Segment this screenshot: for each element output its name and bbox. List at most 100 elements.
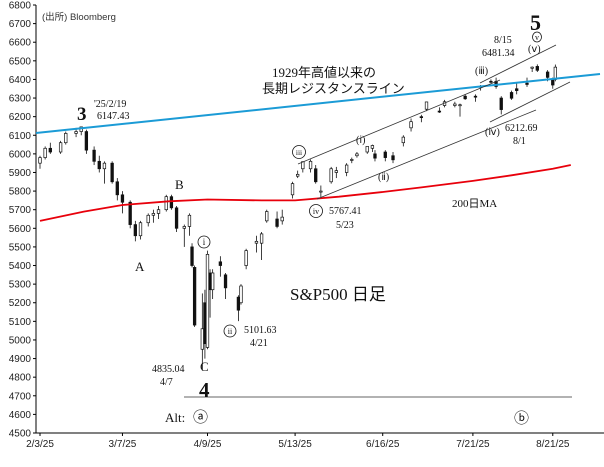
candle — [463, 94, 467, 100]
candle — [190, 243, 194, 268]
source-label: (出所) Bloomberg — [42, 11, 116, 23]
candle — [373, 150, 377, 162]
candle-body — [200, 328, 204, 350]
channel-upper-1 — [297, 79, 501, 165]
candle-body — [314, 168, 318, 183]
x-tick-label: 6/16/25 — [366, 439, 400, 450]
candle — [329, 166, 333, 184]
candle-body — [365, 146, 369, 153]
candle — [419, 114, 424, 123]
candle-body — [48, 147, 52, 153]
subwave-i-label: (ⅰ) — [356, 135, 365, 146]
candle — [275, 211, 279, 229]
candle-body — [156, 209, 161, 214]
wave-iv-date: 5/23 — [336, 220, 354, 231]
subwave-iii-label: (ⅲ) — [475, 66, 488, 77]
candle-body — [499, 97, 503, 110]
candle-body — [205, 254, 210, 348]
candle-body — [110, 162, 114, 183]
candle-body — [344, 164, 349, 173]
candle-body — [383, 151, 387, 158]
resistance-line — [35, 73, 601, 134]
y-tick-label: 5700 — [9, 205, 32, 216]
y-tick-label: 6700 — [9, 19, 32, 30]
candle-body — [409, 121, 413, 129]
candle — [489, 79, 493, 84]
candle — [509, 90, 514, 100]
candle-body — [169, 196, 174, 209]
candle-body — [551, 79, 555, 86]
wave-a-label: A — [135, 259, 145, 274]
candle-body — [174, 207, 179, 229]
candle — [205, 250, 210, 350]
wave-ii-value: 5101.63 — [244, 325, 277, 336]
resistance-label-1: 1929年高値以来の — [272, 65, 376, 80]
candle — [133, 220, 137, 242]
candle-body — [97, 160, 101, 170]
candle-body — [244, 250, 248, 266]
candle — [458, 103, 462, 117]
candle-body — [509, 92, 514, 99]
candle-body — [370, 145, 375, 149]
wave-i-label: i — [203, 237, 206, 247]
alt-b-label: ⓑ — [514, 410, 529, 427]
candle — [494, 77, 498, 89]
candle — [334, 166, 338, 179]
y-tick-label: 6000 — [9, 149, 32, 160]
channel-upper-2 — [479, 44, 557, 84]
candle-body — [530, 66, 534, 69]
wave-iv-value: 5767.41 — [329, 206, 362, 217]
candle — [174, 205, 179, 233]
candle — [210, 269, 215, 300]
y-tick-label: 5300 — [9, 280, 32, 291]
candle — [365, 146, 369, 154]
candle-body — [275, 218, 279, 227]
candle — [102, 161, 107, 184]
candle — [515, 83, 519, 95]
candle — [169, 194, 174, 210]
candle — [401, 135, 405, 147]
wave4-label: 4 — [199, 378, 210, 402]
subwave-ii-label: (ⅱ) — [378, 172, 389, 183]
candle — [344, 163, 349, 177]
candle — [391, 152, 395, 164]
candle-body — [120, 194, 125, 203]
y-tick-label: 6600 — [9, 38, 32, 49]
candle — [151, 209, 156, 223]
candle-body — [308, 160, 313, 170]
candle — [164, 194, 168, 212]
y-tick-label: 4500 — [9, 429, 32, 440]
wave5-value: 6481.34 — [482, 48, 515, 59]
y-tick-label: 5600 — [9, 224, 32, 235]
candle — [115, 178, 119, 201]
candle-body — [373, 153, 377, 159]
ma200-line — [39, 164, 571, 222]
ma-label: 200日MA — [452, 198, 497, 210]
candle-body — [146, 214, 150, 224]
candle-body — [236, 296, 241, 311]
candle — [84, 129, 89, 154]
wave4-date: 4/7 — [160, 377, 173, 388]
y-tick-label: 6100 — [9, 131, 32, 142]
candle — [64, 131, 68, 145]
y-tick-label: 6200 — [9, 112, 32, 123]
subwave-iv-value: 6212.69 — [505, 123, 538, 134]
candle — [38, 155, 42, 169]
candle-body — [437, 110, 442, 113]
candle-body — [133, 224, 137, 237]
candle-body — [280, 216, 284, 222]
candle — [319, 185, 323, 198]
wave-iv-circle — [309, 204, 323, 218]
candle-body — [254, 240, 259, 244]
candle — [92, 146, 96, 166]
wave5-v-label: v — [535, 33, 539, 42]
resistance-label-2: 長期レジスタンスライン — [262, 81, 405, 96]
candle — [453, 101, 457, 108]
candle-body — [489, 80, 493, 83]
candle-body — [391, 155, 395, 161]
y-tick-label: 6300 — [9, 94, 32, 105]
wave-iii-label: iii — [296, 148, 302, 157]
candle — [535, 64, 539, 72]
candle — [156, 205, 161, 219]
